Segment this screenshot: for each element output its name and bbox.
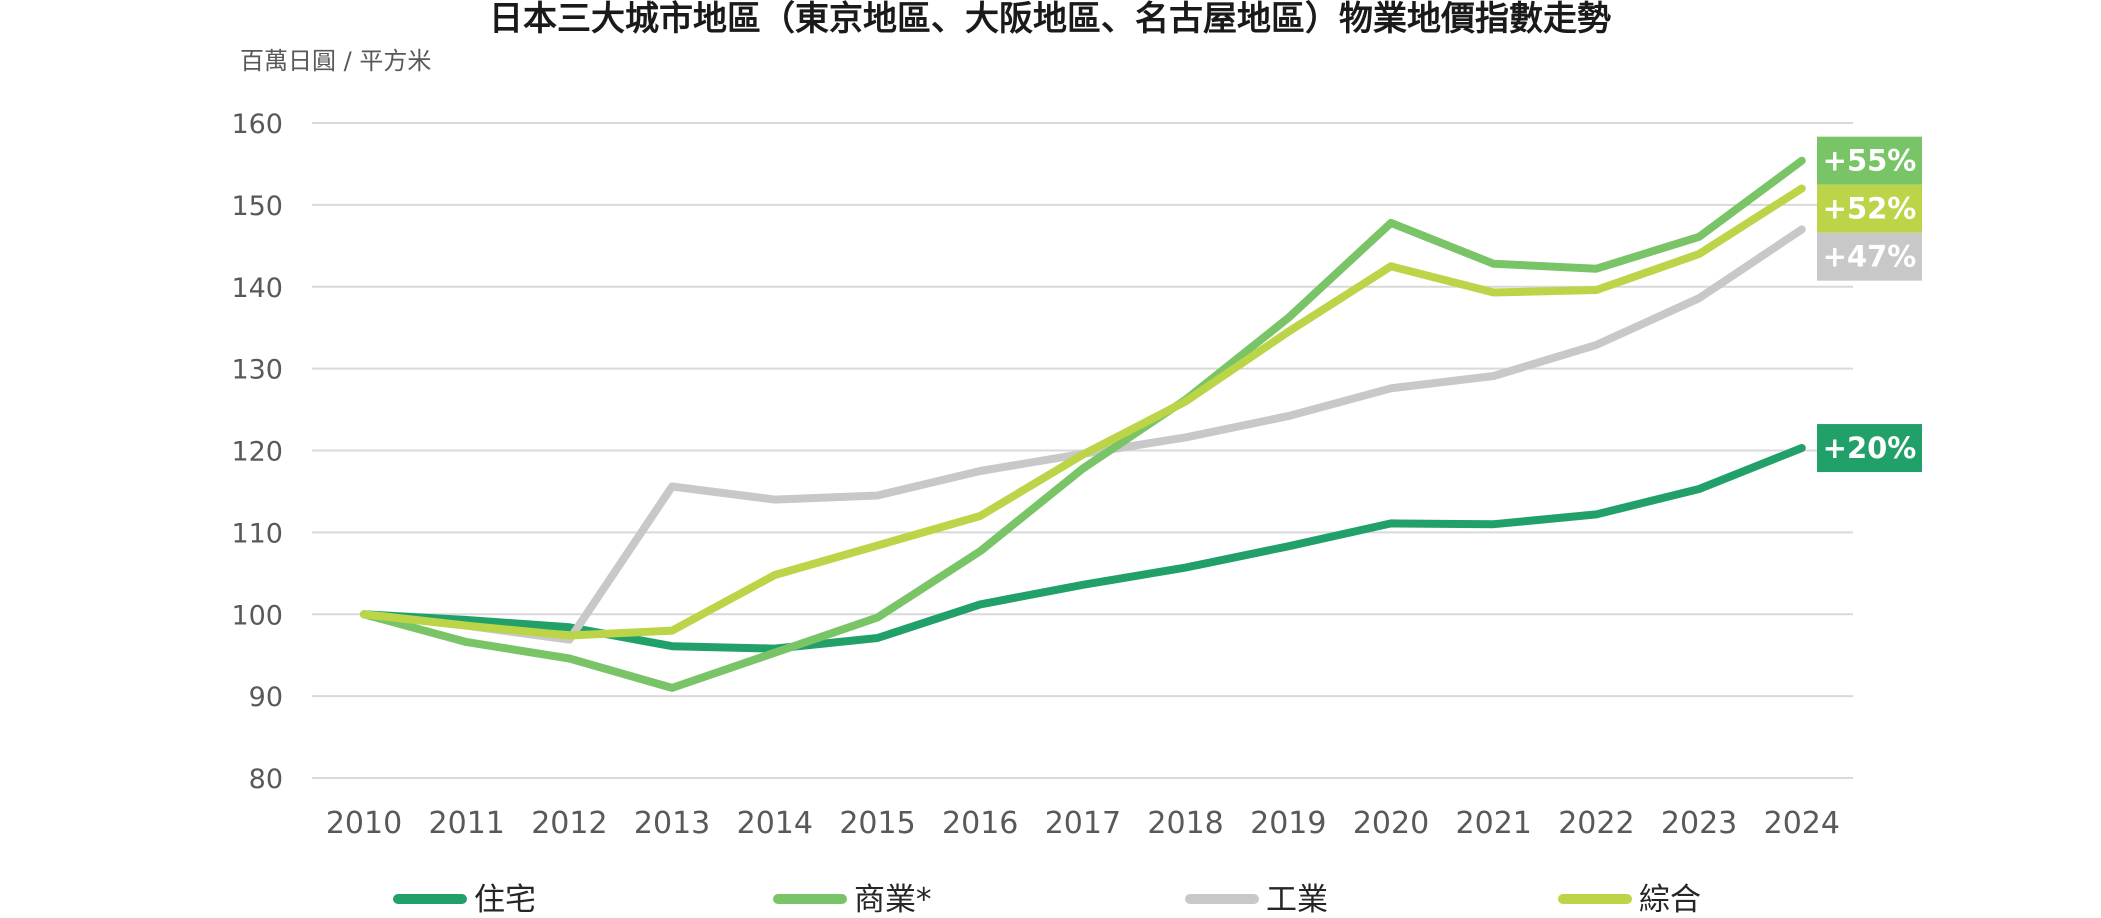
end-badge: +52% xyxy=(1817,184,1922,233)
y-tick-label: 80 xyxy=(249,764,283,795)
end-badge-label: +20% xyxy=(1823,431,1917,465)
legend-item: 商業* xyxy=(773,882,932,918)
end-badge-box xyxy=(1817,136,1922,185)
chart-title: 日本三大城市地區（東京地區、大阪地區、名古屋地區）物業地價指數走勢 xyxy=(489,0,1611,39)
end-badge-box xyxy=(1817,424,1922,473)
x-tick-label: 2023 xyxy=(1661,806,1737,841)
y-tick-label: 110 xyxy=(231,518,283,549)
end-badge-label: +55% xyxy=(1823,144,1917,178)
series-lines xyxy=(360,156,1806,692)
x-tick-label: 2018 xyxy=(1147,806,1223,841)
series-line xyxy=(360,184,1806,640)
y-tick-label: 130 xyxy=(231,355,283,386)
y-tick-label: 100 xyxy=(231,600,283,631)
legend-label: 商業* xyxy=(854,882,932,918)
end-badge-label: +52% xyxy=(1823,192,1917,226)
x-tick-label: 2024 xyxy=(1764,806,1840,841)
x-tick-label: 2013 xyxy=(634,806,710,841)
end-badge: +20% xyxy=(1817,424,1922,473)
y-tick-label: 90 xyxy=(249,682,283,713)
legend-label: 住宅 xyxy=(474,882,536,918)
x-tick-label: 2010 xyxy=(326,806,402,841)
end-badge-box xyxy=(1817,232,1922,281)
x-tick-label: 2019 xyxy=(1250,806,1326,841)
x-tick-label: 2022 xyxy=(1558,806,1634,841)
y-axis-unit-label: 百萬日圓 / 平方米 xyxy=(240,47,431,75)
legend-item: 住宅 xyxy=(393,882,536,918)
end-badge: +47% xyxy=(1817,232,1922,281)
y-tick-label: 120 xyxy=(231,437,283,468)
x-tick-label: 2015 xyxy=(839,806,915,841)
end-badge-box xyxy=(1817,184,1922,233)
x-tick-label: 2011 xyxy=(429,806,505,841)
y-axis-ticks: 80 90 100 110 120 130 140 150 160 xyxy=(231,109,283,795)
legend-item: 綜合 xyxy=(1558,882,1701,918)
x-axis-ticks: 2010 2011 2012 2013 2014 2015 2016 2017 2018 2019… xyxy=(326,806,1840,841)
y-tick-label: 140 xyxy=(231,273,283,304)
x-tick-label: 2016 xyxy=(942,806,1018,841)
legend-label: 工業 xyxy=(1266,882,1328,918)
y-tick-label: 160 xyxy=(231,109,283,140)
series-line xyxy=(360,156,1806,692)
end-badges: +20% +55% +47% +52% xyxy=(1817,136,1922,473)
x-tick-label: 2020 xyxy=(1353,806,1429,841)
x-tick-label: 2017 xyxy=(1045,806,1121,841)
legend-label: 綜合 xyxy=(1639,882,1701,918)
legend: 住宅 商業* 工業 綜合 xyxy=(393,882,1701,918)
legend-item: 工業 xyxy=(1185,882,1328,918)
end-badge-label: +47% xyxy=(1823,240,1917,274)
x-tick-label: 2012 xyxy=(531,806,607,841)
end-badge: +55% xyxy=(1817,136,1922,185)
x-tick-label: 2021 xyxy=(1456,806,1532,841)
x-tick-label: 2014 xyxy=(737,806,813,841)
y-tick-label: 150 xyxy=(231,191,283,222)
